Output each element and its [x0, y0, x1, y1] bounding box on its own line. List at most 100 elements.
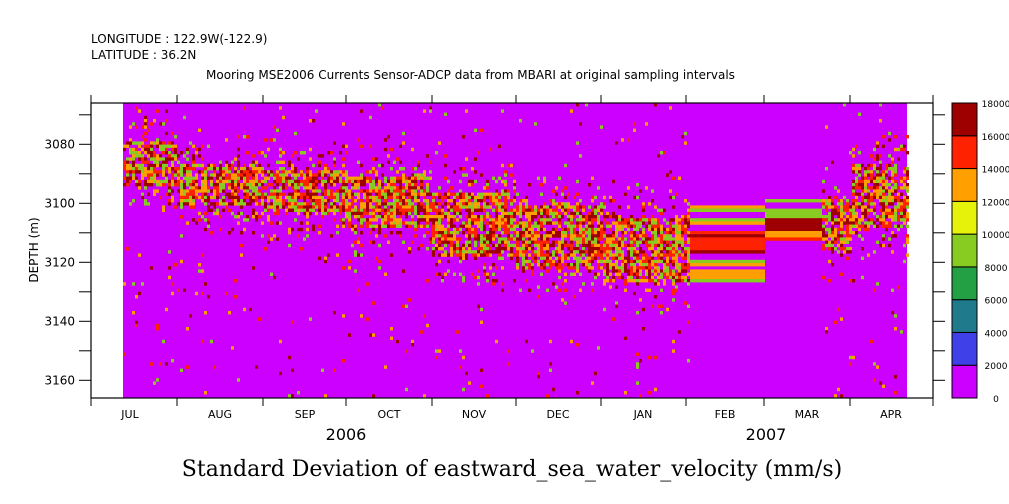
heatmap-cell: [603, 218, 606, 222]
heatmap-cell: [651, 279, 654, 283]
heatmap-cell: [153, 157, 156, 161]
heatmap-cell: [204, 311, 207, 315]
heatmap-cell: [570, 247, 573, 251]
heatmap-cell: [162, 122, 165, 126]
heatmap-cell: [147, 163, 150, 168]
heatmap-cell: [486, 192, 489, 196]
heatmap-cell: [360, 314, 363, 318]
heatmap-cell: [861, 176, 864, 180]
heatmap-cell: [906, 183, 909, 187]
heatmap-cell: [789, 211, 792, 216]
heatmap-cell: [144, 173, 147, 177]
heatmap-cell: [321, 170, 324, 174]
heatmap-cell: [432, 199, 435, 203]
heatmap-cell: [636, 253, 639, 257]
heatmap-cell: [567, 247, 570, 251]
heatmap-cell: [846, 202, 849, 206]
heatmap-cell: [282, 183, 285, 187]
heatmap-cell: [798, 224, 801, 228]
heatmap-cell: [840, 253, 843, 257]
heatmap-cell: [198, 189, 201, 193]
heatmap-cell: [747, 247, 750, 251]
heatmap-cell: [606, 250, 609, 254]
heatmap-cell: [888, 224, 891, 228]
heatmap-cell: [291, 163, 294, 168]
heatmap-cell: [378, 103, 381, 107]
heatmap-cell: [387, 195, 390, 200]
heatmap-cell: [558, 250, 561, 254]
heatmap-cell: [798, 199, 801, 203]
heatmap-cell: [660, 250, 663, 254]
heatmap-cell: [897, 227, 900, 232]
heatmap-cell: [750, 237, 753, 241]
heatmap-cell: [474, 256, 477, 260]
heatmap-cell: [198, 147, 201, 152]
heatmap-cell: [852, 189, 855, 193]
heatmap-cell: [243, 176, 246, 180]
heatmap-cell: [657, 259, 660, 264]
heatmap-cell: [600, 259, 603, 264]
heatmap-cell: [621, 231, 624, 235]
heatmap-cell: [129, 125, 132, 129]
heatmap-cell: [894, 195, 897, 200]
heatmap-cell: [330, 234, 333, 238]
heatmap-cell: [168, 275, 171, 280]
heatmap-cell: [693, 279, 696, 283]
heatmap-cell: [672, 349, 675, 353]
heatmap-cell: [582, 282, 585, 286]
heatmap-cell: [549, 253, 552, 257]
heatmap-cell: [189, 205, 192, 209]
heatmap-cell: [372, 240, 375, 244]
heatmap-cell: [525, 256, 528, 260]
heatmap-cell: [378, 227, 381, 232]
heatmap-cell: [486, 211, 489, 216]
heatmap-cell: [906, 151, 909, 155]
heatmap-cell: [333, 176, 336, 180]
heatmap-cell: [846, 221, 849, 225]
heatmap-cell: [252, 195, 255, 200]
heatmap-cell: [231, 179, 234, 184]
heatmap-cell: [141, 167, 144, 171]
heatmap-cell: [591, 176, 594, 180]
heatmap-cell: [822, 205, 825, 209]
heatmap-cell: [186, 151, 189, 155]
heatmap-cell: [339, 179, 342, 184]
heatmap-cell: [159, 154, 162, 158]
heatmap-cell: [201, 176, 204, 180]
heatmap-cell: [147, 160, 150, 164]
heatmap-cell: [885, 211, 888, 216]
heatmap-cell: [735, 272, 738, 276]
heatmap-cell: [246, 218, 249, 222]
heatmap-cell: [672, 231, 675, 235]
heatmap-cell: [903, 183, 906, 187]
heatmap-cell: [543, 256, 546, 260]
heatmap-cell: [759, 237, 762, 241]
heatmap-cell: [447, 259, 450, 264]
heatmap-cell: [399, 179, 402, 184]
heatmap-cell: [213, 173, 216, 177]
heatmap-cell: [132, 173, 135, 177]
heatmap-cell: [156, 160, 159, 164]
heatmap-cell: [618, 253, 621, 257]
heatmap-cell: [693, 205, 696, 209]
heatmap-cell: [510, 253, 513, 257]
heatmap-cell: [375, 218, 378, 222]
heatmap-cell: [204, 167, 207, 171]
heatmap-cell: [798, 231, 801, 235]
heatmap-cell: [669, 170, 672, 174]
heatmap-cell: [867, 208, 870, 212]
colorbar-swatch: [951, 200, 978, 235]
heatmap-cell: [618, 250, 621, 254]
colorbar: 0200040006000800010000120001400016000180…: [951, 100, 1009, 405]
heatmap-cell: [597, 253, 600, 257]
heatmap-cell: [666, 247, 669, 251]
heatmap-cell: [465, 221, 468, 225]
heatmap-cell: [564, 163, 567, 168]
heatmap-cell: [162, 208, 165, 212]
heatmap-cell: [636, 279, 639, 283]
heatmap-cell: [348, 259, 351, 264]
heatmap-cell: [471, 211, 474, 216]
heatmap-cell: [180, 259, 183, 264]
heatmap-cell: [606, 247, 609, 251]
heatmap-cell: [627, 224, 630, 228]
